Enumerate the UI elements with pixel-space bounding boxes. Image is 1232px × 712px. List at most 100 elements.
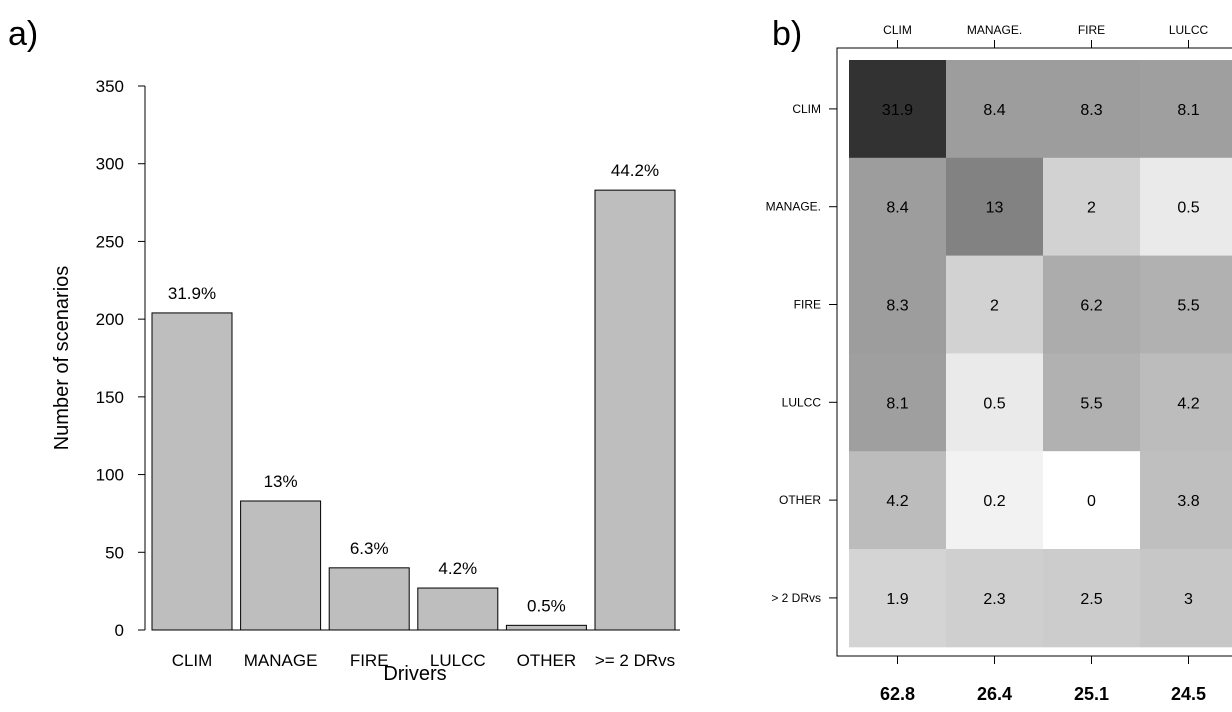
y-tick-label: 250 [96, 232, 124, 251]
heatmap-cell [946, 157, 1044, 257]
heatmap-cell-label: 3.8 [1177, 493, 1199, 510]
heatmap-cell [849, 549, 947, 648]
heatmap-cell-label: 4.2 [1177, 395, 1199, 412]
row-label: MANAGE. [766, 200, 821, 214]
row-label: LULCC [782, 395, 822, 409]
heatmap-cell [946, 451, 1044, 550]
heatmap-cell [946, 353, 1044, 452]
bars [151, 189, 676, 631]
heatmap-cell-label: 31.9 [882, 102, 913, 119]
heatmap-cell [1140, 549, 1232, 648]
row-label: > 2 DRvs [771, 591, 821, 605]
heatmap-cell-label: 0.5 [983, 395, 1005, 412]
column-total: 62.8 [880, 684, 915, 704]
column-label: CLIM [883, 23, 912, 37]
heatmap-cell-labels: 31.9 8.4 8.3 8.18.4 13 2 0.58.3 2 6.2 5.58.1 0.5 5.… [882, 102, 1200, 608]
heatmap-cell [849, 157, 947, 257]
heatmap-cell [946, 255, 1044, 354]
bar [151, 312, 233, 631]
heatmap-cells [849, 60, 1232, 648]
heatmap-cell [1140, 353, 1232, 452]
column-totals: 62.8 26.4 25.1 24.5 [880, 656, 1206, 704]
y-axis-label: Number of scenarios [51, 266, 73, 451]
heatmap-cell-label: 5.5 [1177, 298, 1199, 315]
heatmap-cell [1043, 451, 1141, 550]
bar [594, 189, 676, 631]
bar-value-label: 4.2% [438, 559, 477, 578]
bar-value-label: 13% [264, 472, 298, 491]
panel-a-letter: a) [8, 15, 38, 53]
row-label: OTHER [779, 493, 821, 507]
x-tick-label: LULCC [430, 651, 486, 670]
heatmap-cell-label: 3 [1184, 591, 1193, 608]
bar [505, 624, 587, 631]
x-tick-label: CLIM [172, 651, 213, 670]
x-tick-labels: CLIM MANAGE FIRE LULCC OTHER >= 2 DRvs [172, 651, 675, 670]
bar-value-label: 31.9% [168, 284, 216, 303]
heatmap-cell [1043, 157, 1141, 257]
heatmap-frame [836, 47, 1232, 657]
heatmap-cell-label: 0 [1087, 493, 1096, 510]
heatmap-cell [946, 549, 1044, 648]
y-tick-label: 0 [115, 621, 124, 640]
heatmap-cell-label: 2.5 [1080, 591, 1102, 608]
heatmap-cell [1140, 451, 1232, 550]
heatmap-cell [849, 60, 947, 159]
heatmap-cell-label: 8.4 [983, 102, 1005, 119]
row-label: CLIM [792, 102, 821, 116]
bar [417, 587, 499, 631]
y-tick-label: 200 [96, 310, 124, 329]
bar-value-label: 44.2% [611, 161, 659, 180]
heatmap-cell [1043, 353, 1141, 452]
bar [328, 567, 410, 631]
column-labels-top: CLIM MANAGE. FIRE LULCC [883, 23, 1209, 48]
y-tick-label: 350 [96, 77, 124, 96]
heatmap-cell-label: 8.3 [1080, 102, 1102, 119]
heatmap-cell [849, 451, 947, 550]
column-label: FIRE [1078, 23, 1105, 37]
heatmap-cell [1043, 60, 1141, 159]
column-total: 24.5 [1171, 684, 1206, 704]
heatmap-cell-label: 1.9 [886, 591, 908, 608]
heatmap-cell-label: 8.3 [886, 298, 908, 315]
heatmap-cell-label: 2 [990, 298, 999, 315]
x-tick-label: FIRE [350, 651, 389, 670]
column-total: 25.1 [1074, 684, 1109, 704]
heatmap-cell [1140, 157, 1232, 257]
heatmap-cell [849, 353, 947, 452]
column-label: MANAGE. [967, 23, 1022, 37]
heatmap-cell-label: 5.5 [1080, 395, 1102, 412]
y-tick-label: 100 [96, 466, 124, 485]
column-label: LULCC [1169, 23, 1209, 37]
y-tick-label: 150 [96, 388, 124, 407]
panel-a: a) 0 50 100 150 200 250 300 350 31.9% 13% 6.3% 4.2… [8, 15, 680, 685]
panel-b: b) 31.9 8.4 8.3 8.18.4 13 2 0.58.3 2 6.2 5.58.1 0.… [766, 15, 1232, 704]
heatmap-cell-label: 6.2 [1080, 298, 1102, 315]
column-total: 26.4 [977, 684, 1012, 704]
bar-value-label: 0.5% [527, 596, 566, 615]
bar-value-label: 6.3% [350, 539, 389, 558]
bar [240, 500, 322, 631]
heatmap-cell-label: 0.5 [1177, 200, 1199, 217]
heatmap-cell [1043, 255, 1141, 354]
row-labels: CLIM MANAGE. FIRE LULCC OTHER > 2 DRvs [766, 102, 837, 605]
heatmap-cell [1140, 255, 1232, 354]
heatmap-cell [1140, 60, 1232, 159]
bar-value-labels: 31.9% 13% 6.3% 4.2% 0.5% 44.2% [168, 161, 659, 615]
heatmap-cell-label: 2 [1087, 200, 1096, 217]
heatmap-cell [946, 60, 1044, 159]
heatmap-cell-label: 8.4 [886, 200, 908, 217]
heatmap-cell-label: 0.2 [983, 493, 1005, 510]
x-tick-label: MANAGE [244, 651, 318, 670]
panel-b-letter: b) [772, 15, 802, 53]
y-tick-label: 50 [105, 543, 124, 562]
heatmap-cell [1043, 549, 1141, 648]
heatmap-cell-label: 8.1 [886, 395, 908, 412]
x-axis-label: Drivers [383, 663, 446, 685]
heatmap-cell-label: 4.2 [886, 493, 908, 510]
y-tick-label: 300 [96, 155, 124, 174]
y-ticks: 0 50 100 150 200 250 300 350 [96, 77, 145, 640]
heatmap-cell-label: 2.3 [983, 591, 1005, 608]
heatmap-cell [849, 255, 947, 354]
